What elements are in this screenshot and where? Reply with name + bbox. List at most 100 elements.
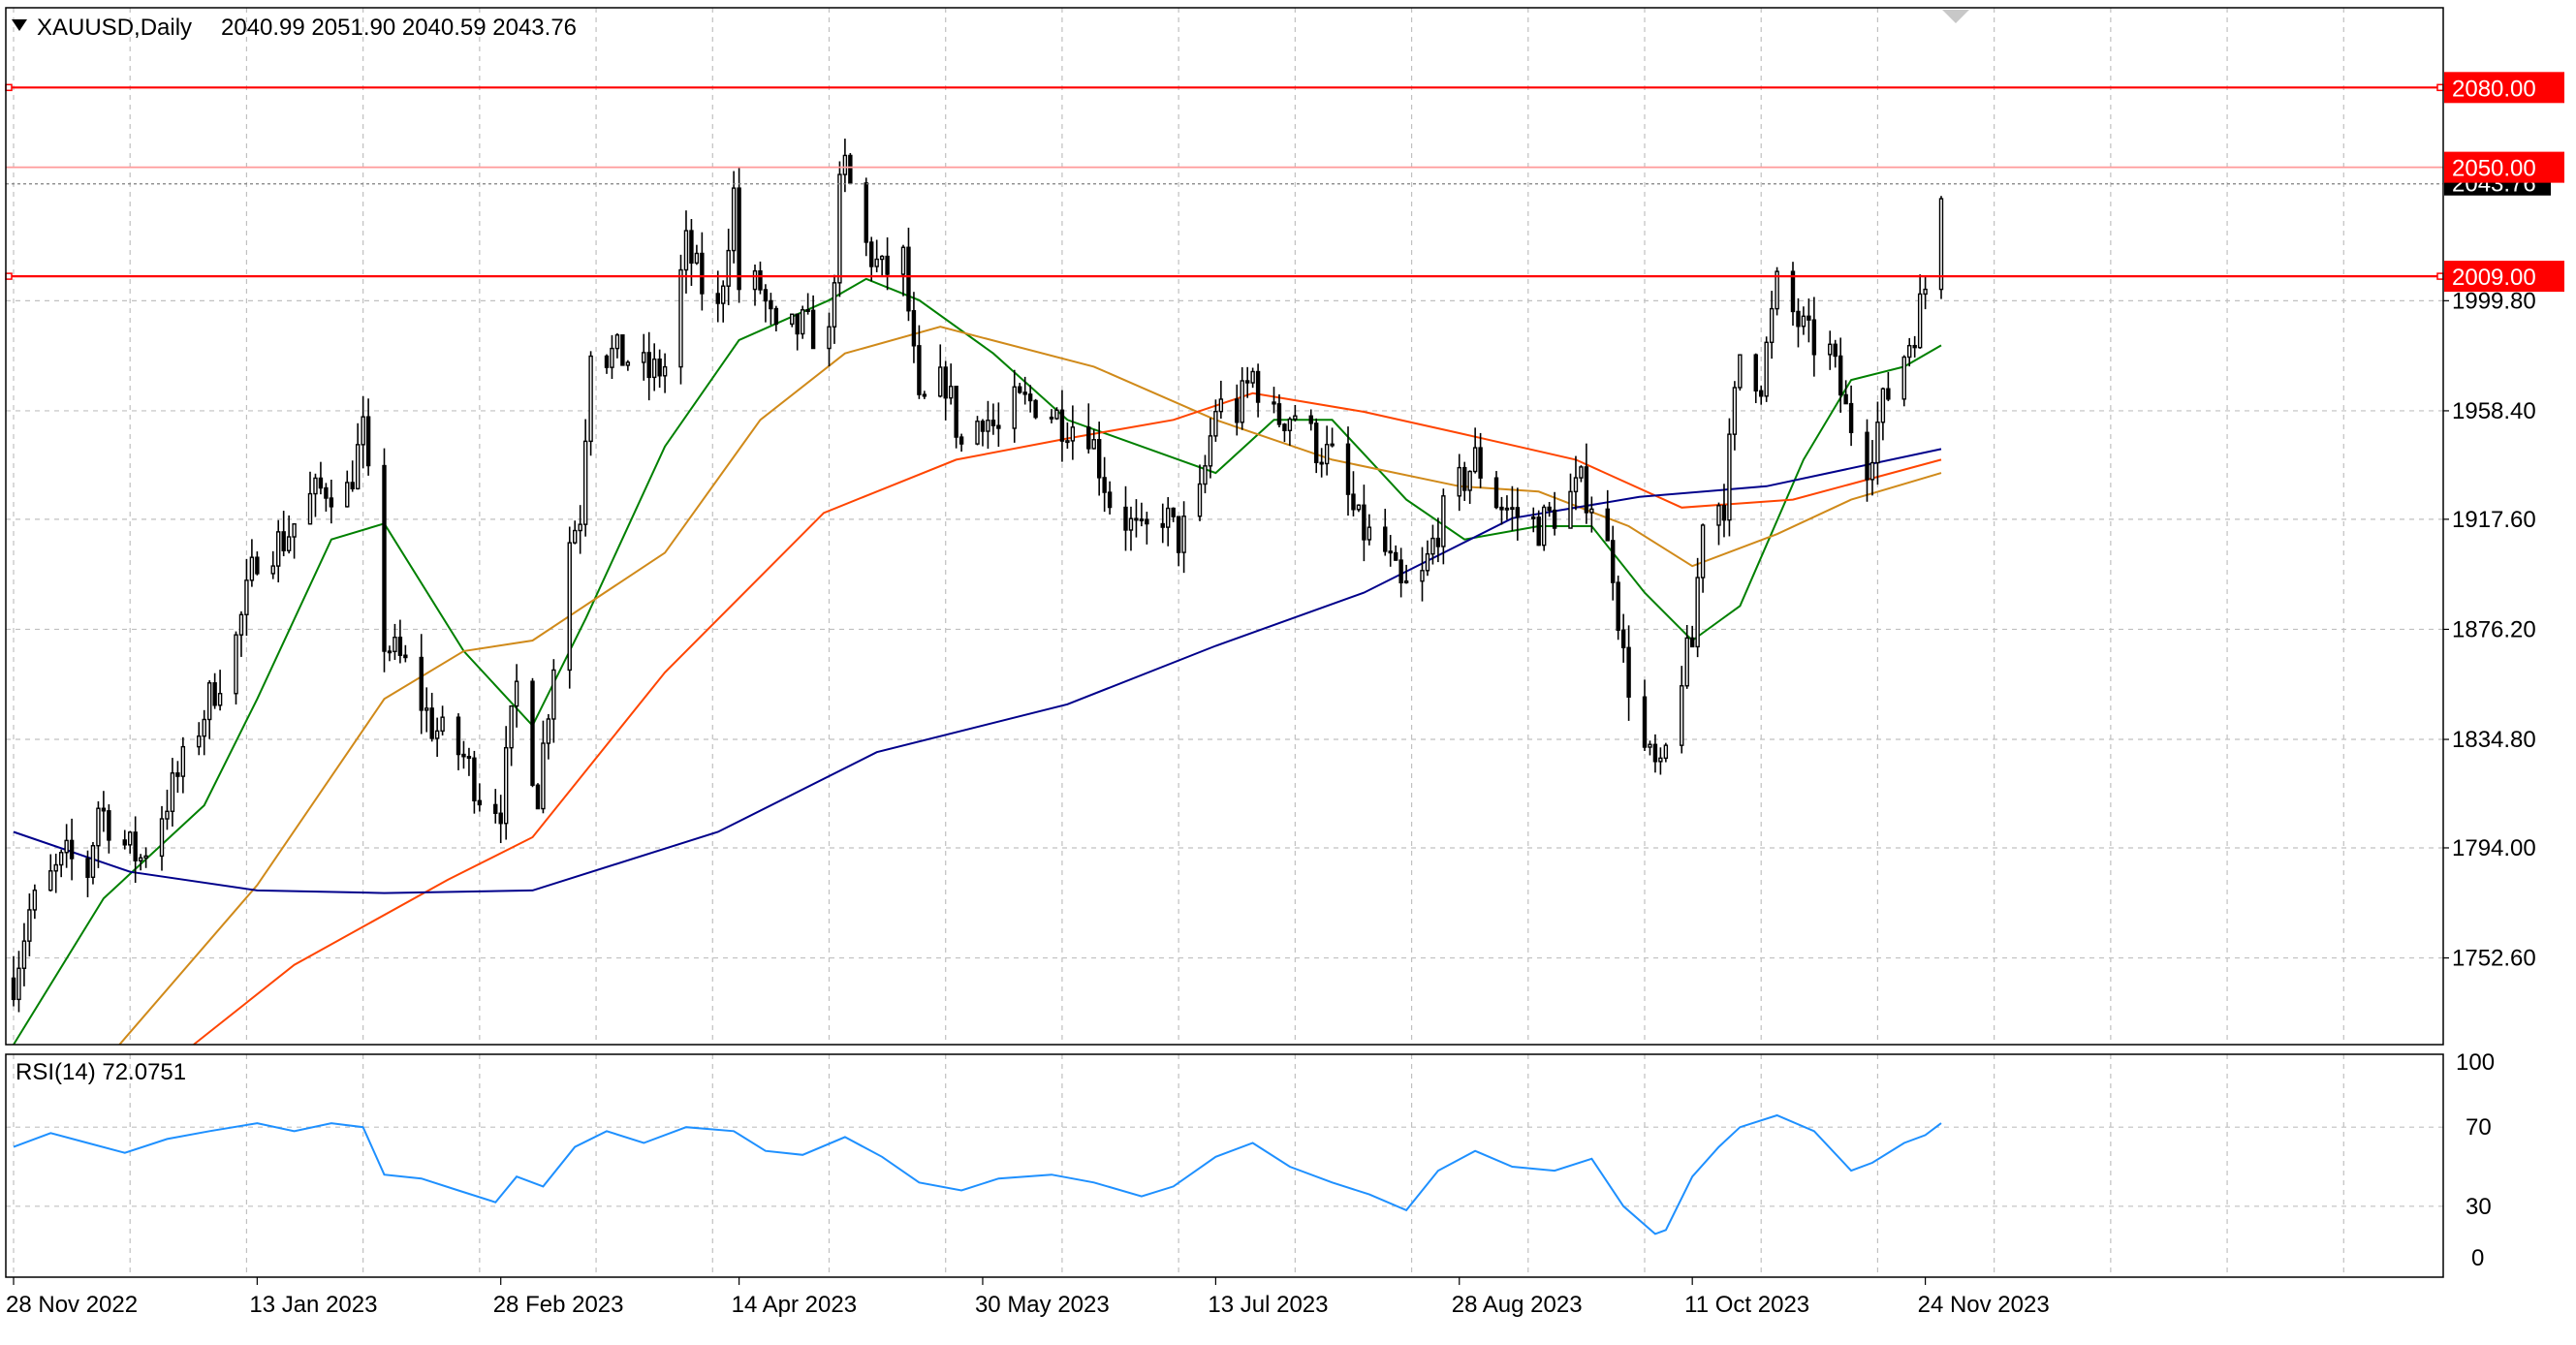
hline-handle-left[interactable] xyxy=(5,83,13,92)
rsi-line xyxy=(13,1113,1942,1236)
candle xyxy=(1441,488,1446,565)
candle-body xyxy=(625,361,631,366)
candle-body xyxy=(980,421,986,432)
candle xyxy=(318,461,324,495)
candle-body xyxy=(1393,551,1398,561)
candle xyxy=(1478,432,1483,488)
candle-body xyxy=(588,355,593,443)
hline-handle-left[interactable] xyxy=(5,272,13,280)
candle-body xyxy=(1197,483,1203,517)
candle xyxy=(1033,398,1038,420)
main-grid xyxy=(6,8,2443,1045)
candle-body xyxy=(582,440,588,525)
candle-body xyxy=(1383,526,1388,552)
candle-body xyxy=(1552,509,1557,529)
candle-body xyxy=(1171,507,1176,517)
candle xyxy=(1759,385,1764,405)
candle-body xyxy=(138,857,143,861)
candle xyxy=(1467,470,1472,504)
candle-body xyxy=(238,613,244,636)
candle-body xyxy=(234,634,238,695)
hline-handle-right[interactable] xyxy=(2436,83,2444,92)
moving-average-line xyxy=(193,391,1942,1046)
candle xyxy=(1738,354,1743,391)
candle-body xyxy=(1059,409,1065,442)
candle-body xyxy=(1759,390,1764,397)
candle xyxy=(1276,393,1282,428)
candle-body xyxy=(800,309,805,335)
candle xyxy=(1134,499,1139,538)
candle xyxy=(1383,508,1388,556)
candle xyxy=(1923,275,1928,310)
candle xyxy=(1843,380,1848,405)
candle xyxy=(32,884,38,920)
candle xyxy=(1541,504,1547,551)
candle xyxy=(1145,512,1149,545)
candle xyxy=(1235,384,1240,436)
candle xyxy=(535,783,541,810)
candle-body xyxy=(1054,409,1059,420)
candle-body xyxy=(869,241,874,267)
candle-body xyxy=(1065,440,1070,444)
candle-body xyxy=(1510,507,1515,511)
candle xyxy=(1727,418,1732,537)
candle-body xyxy=(64,839,69,854)
hline-handle-right[interactable] xyxy=(2436,272,2444,280)
candle-body xyxy=(773,307,779,326)
ohlc-readout: 2040.99 2051.90 2040.59 2043.76 xyxy=(221,15,577,41)
candle-body xyxy=(69,839,75,860)
candle xyxy=(906,227,911,322)
date-tick-label: 28 Nov 2022 xyxy=(6,1292,138,1318)
candle-body xyxy=(958,436,964,445)
candle-body xyxy=(1504,507,1510,511)
candle xyxy=(1012,369,1017,443)
shift-marker-icon[interactable] xyxy=(1942,10,1969,23)
candle-body xyxy=(477,799,483,806)
candle-body xyxy=(948,386,954,399)
candle-body xyxy=(1923,288,1928,296)
candle xyxy=(128,830,133,854)
candle-body xyxy=(1869,461,1875,481)
candle-body xyxy=(578,523,582,532)
candle xyxy=(1160,503,1165,544)
candle-body xyxy=(1689,637,1695,648)
hline-price-box xyxy=(2444,72,2564,104)
candle-body xyxy=(456,716,461,756)
candle xyxy=(1769,291,1775,360)
candle xyxy=(1403,564,1409,584)
candle-body xyxy=(1244,380,1250,384)
candle xyxy=(1912,335,1917,358)
candle-body xyxy=(1838,355,1843,396)
rsi-tick-label: 0 xyxy=(2471,1245,2484,1271)
horizontal-lines[interactable] xyxy=(5,83,2444,280)
candle xyxy=(1616,575,1620,641)
candle xyxy=(1107,481,1113,515)
candle-body xyxy=(1107,491,1113,509)
candle-body xyxy=(361,416,365,446)
candle-body xyxy=(1033,399,1038,419)
candle xyxy=(752,264,758,306)
candle xyxy=(1388,535,1393,567)
candle xyxy=(948,363,954,405)
candle xyxy=(1869,440,1875,496)
candle xyxy=(726,228,731,305)
candle xyxy=(1875,401,1880,485)
candle xyxy=(1648,740,1652,756)
candle xyxy=(1091,429,1096,450)
candle-body xyxy=(466,756,472,759)
dropdown-triangle-icon[interactable] xyxy=(12,19,27,31)
candle-body xyxy=(350,482,355,490)
candle xyxy=(1515,487,1521,541)
candle-body xyxy=(763,289,769,302)
candle-body xyxy=(1801,315,1806,328)
rsi-pane-border xyxy=(5,1053,2444,1278)
candle-body xyxy=(1700,524,1706,579)
candle xyxy=(657,349,662,389)
candle-body xyxy=(1388,550,1393,554)
candle xyxy=(731,171,737,264)
candle-body xyxy=(1568,490,1573,529)
candle-body xyxy=(1420,570,1425,582)
candle xyxy=(810,295,816,350)
candle-body xyxy=(546,718,551,744)
candlesticks xyxy=(11,139,1944,1013)
